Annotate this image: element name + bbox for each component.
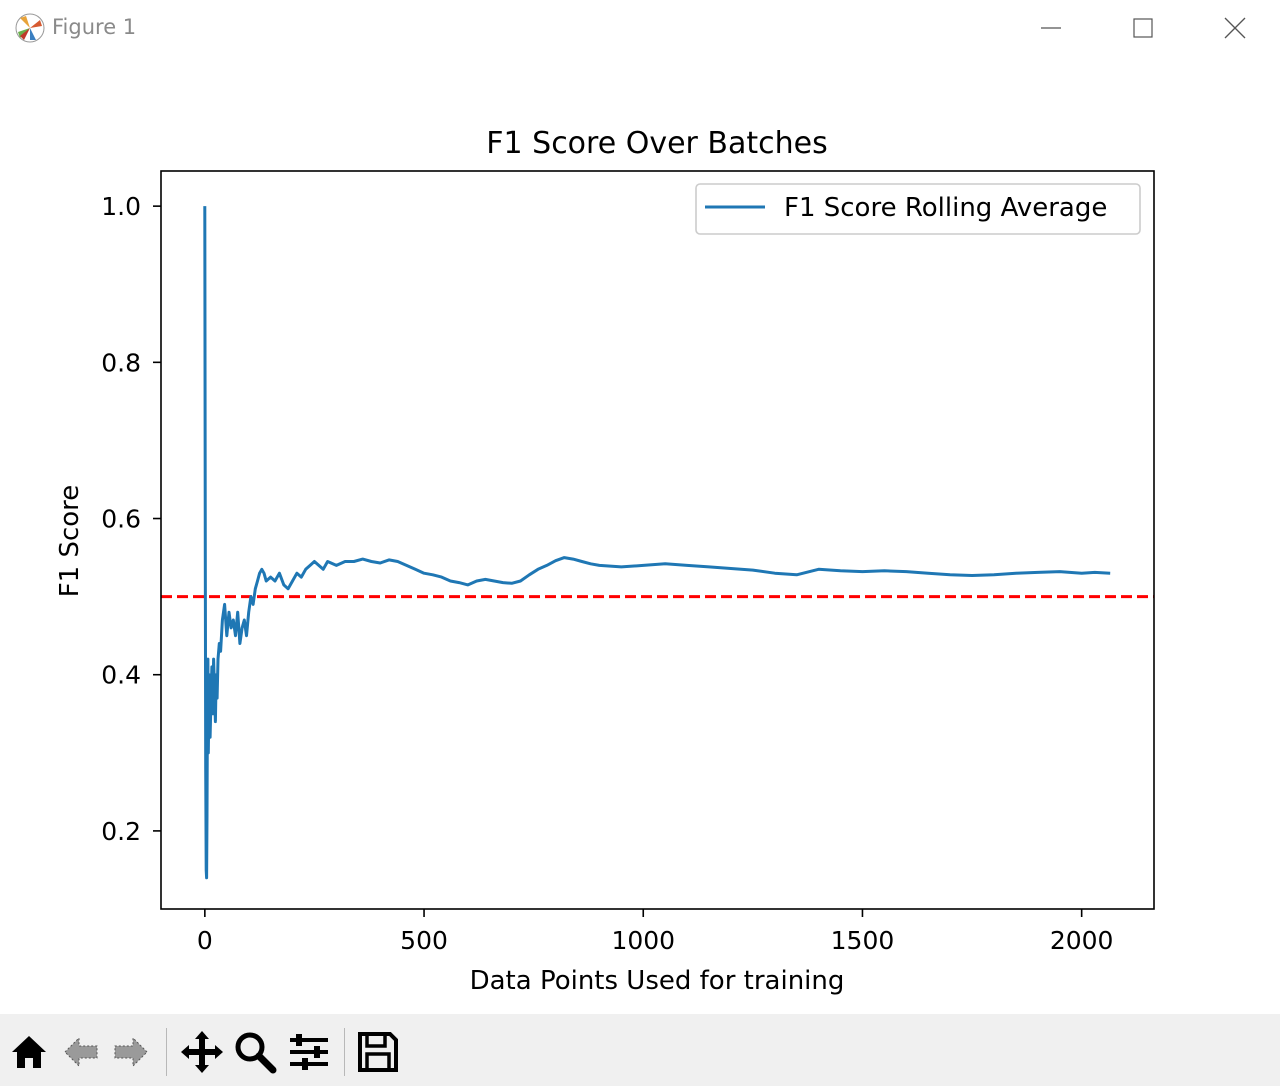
x-tick-label: 1000: [611, 926, 675, 955]
maximize-icon: [1133, 18, 1153, 38]
zoom-button[interactable]: [233, 1030, 277, 1074]
plot-area: [161, 206, 1154, 880]
window-title: Figure 1: [52, 15, 137, 39]
toolbar-separator: [166, 1028, 167, 1076]
matplotlib-logo-icon: [15, 13, 45, 43]
y-tick-label: 1.0: [101, 192, 141, 221]
maximize-button[interactable]: [1097, 0, 1189, 56]
legend-label: F1 Score Rolling Average: [784, 193, 1107, 223]
y-tick-label: 0.2: [101, 817, 141, 846]
configure-subplots-button[interactable]: [287, 1030, 331, 1074]
forward-button[interactable]: [109, 1030, 153, 1074]
back-arrow-icon: [64, 1036, 98, 1068]
x-tick-label: 2000: [1050, 926, 1114, 955]
home-button[interactable]: [7, 1030, 51, 1074]
y-tick-label: 0.8: [101, 348, 141, 377]
minimize-button[interactable]: [1005, 0, 1097, 56]
toolbar-separator: [344, 1028, 345, 1076]
home-icon: [12, 1036, 46, 1068]
minimize-icon: [1041, 27, 1061, 29]
save-button[interactable]: [356, 1030, 400, 1074]
forward-arrow-icon: [114, 1036, 148, 1068]
back-button[interactable]: [59, 1030, 103, 1074]
navigation-toolbar: [0, 1014, 1280, 1086]
figure-canvas[interactable]: F1 Score Over Batches Data Points Used f…: [0, 56, 1280, 1014]
save-floppy-icon: [358, 1032, 398, 1072]
pan-move-icon: [181, 1031, 223, 1073]
close-button[interactable]: [1189, 0, 1280, 56]
zoom-magnifier-icon: [235, 1032, 277, 1074]
sliders-icon: [290, 1034, 328, 1070]
y-tick-label: 0.4: [101, 661, 141, 690]
y-tick-label: 0.6: [101, 505, 141, 534]
title-bar[interactable]: Figure 1: [0, 0, 1280, 56]
chart-title: F1 Score Over Batches: [486, 126, 827, 161]
series-line-0: [203, 206, 1111, 880]
x-tick-label: 500: [400, 926, 448, 955]
legend-box: [695, 183, 1141, 235]
x-tick-label: 1500: [831, 926, 895, 955]
y-axis-label: F1 Score: [55, 485, 85, 598]
legend: F1 Score Rolling Average: [695, 183, 1141, 235]
axes-frame: [160, 170, 1155, 910]
x-axis-label: Data Points Used for training: [470, 966, 845, 996]
close-icon: [1224, 17, 1246, 39]
x-tick-label: 0: [197, 926, 213, 955]
pan-button[interactable]: [180, 1030, 224, 1074]
